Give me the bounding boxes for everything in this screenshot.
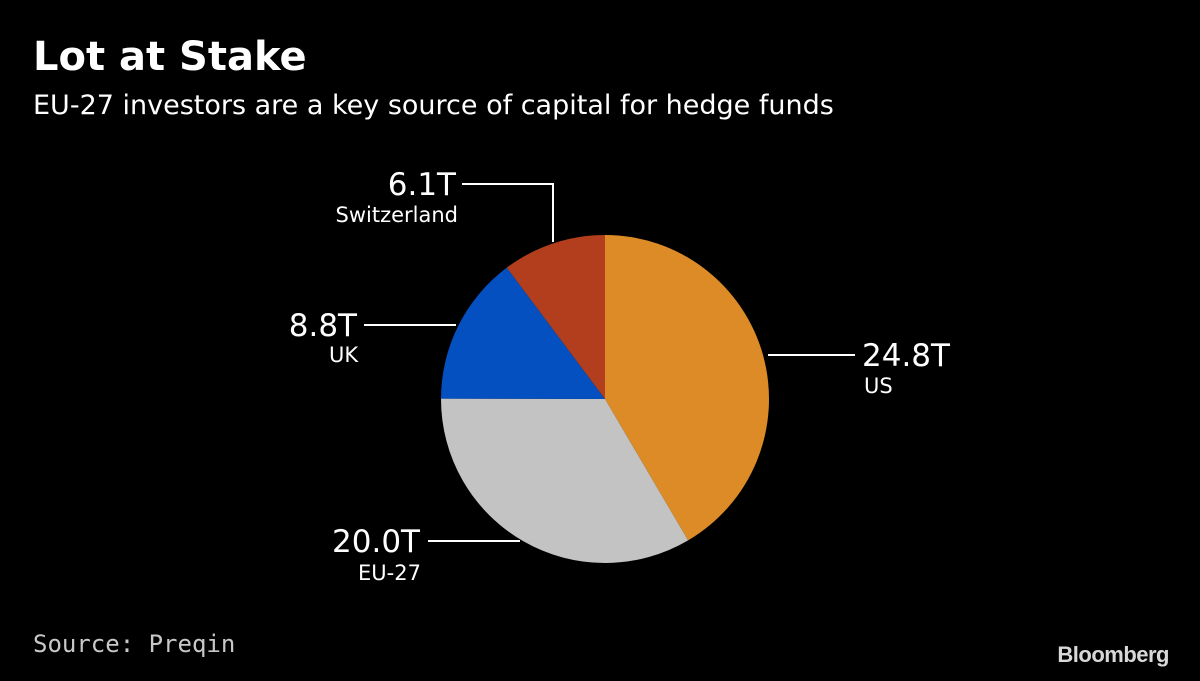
chart-title: Lot at Stake <box>33 34 307 80</box>
bloomberg-logo: Bloomberg <box>1057 642 1169 667</box>
data-label-name-eu-27: EU-27 <box>358 561 421 585</box>
chart-source: Source: Preqin <box>33 630 236 658</box>
data-label-value-uk: 8.8T <box>289 308 358 344</box>
pie-slice-us <box>605 235 769 541</box>
chart-subtitle: EU-27 investors are a key source of capi… <box>33 90 834 121</box>
leader-line-switzerland <box>462 183 554 242</box>
data-label-value-switzerland: 6.1T <box>388 167 457 203</box>
data-label-value-eu-27: 20.0T <box>332 524 421 560</box>
pie-slice-uk <box>441 267 605 399</box>
data-label-value-us: 24.8T <box>862 338 951 374</box>
data-label-name-uk: UK <box>329 343 359 367</box>
pie-slice-eu-27 <box>441 398 689 563</box>
pie-slice-switzerland <box>506 235 605 399</box>
data-label-name-switzerland: Switzerland <box>336 203 459 227</box>
data-label-name-us: US <box>864 374 893 398</box>
